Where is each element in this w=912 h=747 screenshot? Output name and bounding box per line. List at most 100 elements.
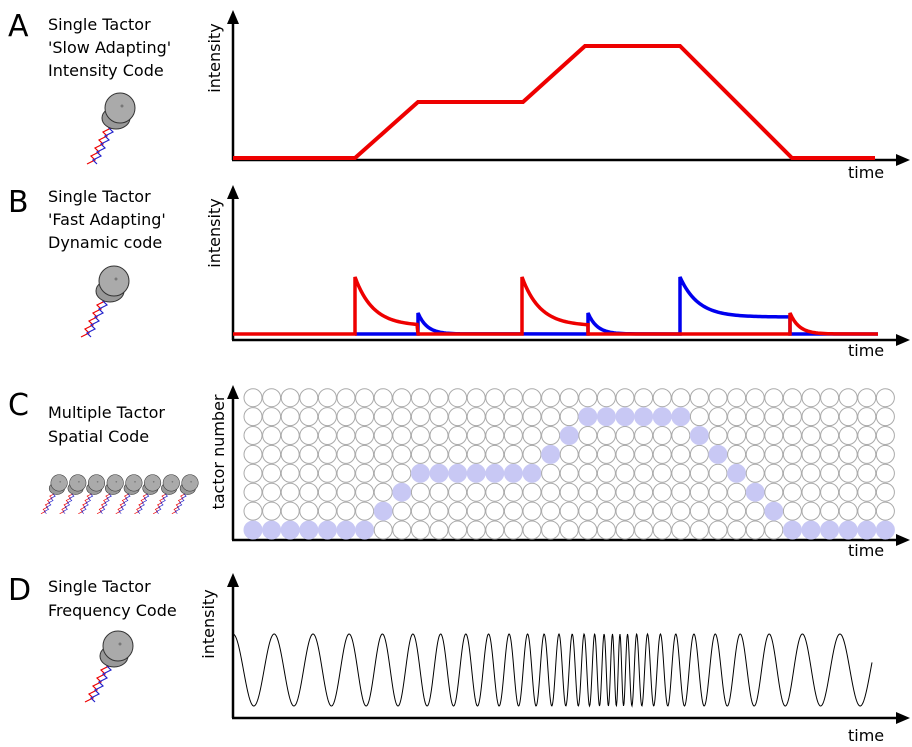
tactor-cell bbox=[485, 426, 505, 445]
tactor-cell bbox=[466, 388, 486, 408]
tactor-body bbox=[87, 474, 106, 492]
wire-red bbox=[80, 296, 106, 338]
tactor-cell bbox=[280, 463, 300, 483]
tactor-cell bbox=[299, 426, 319, 445]
wire-red bbox=[40, 491, 55, 514]
tactor-cell bbox=[652, 426, 672, 445]
tactor-cell bbox=[299, 388, 319, 408]
tactor-cell bbox=[262, 463, 282, 483]
tactor-cell bbox=[262, 407, 282, 427]
tactor-cell bbox=[764, 463, 784, 483]
tactor-cell bbox=[336, 482, 356, 502]
tactor-cell bbox=[541, 426, 561, 445]
tactor-cell bbox=[299, 407, 319, 427]
wire-blue bbox=[137, 491, 150, 514]
active-tactor bbox=[727, 463, 747, 483]
tactor-cell bbox=[355, 426, 375, 445]
tactor-icon bbox=[134, 474, 162, 514]
tactor-cell bbox=[782, 501, 802, 521]
tactor-cell bbox=[243, 501, 263, 521]
tactor-cell bbox=[782, 444, 802, 464]
tactor-cell bbox=[727, 501, 747, 521]
tactor-cell bbox=[634, 444, 654, 464]
tactor-cell bbox=[559, 444, 579, 464]
tactor-cell bbox=[262, 501, 282, 521]
active-tactor bbox=[745, 482, 765, 502]
tactor-cell bbox=[727, 520, 747, 540]
tactor-cell bbox=[559, 463, 579, 483]
tactor-cell bbox=[634, 520, 654, 540]
tactor-cell bbox=[857, 482, 877, 502]
tactor-cell bbox=[857, 388, 877, 408]
tactor-icon bbox=[86, 92, 136, 165]
tactor-cell bbox=[634, 426, 654, 445]
tactor-cell bbox=[541, 501, 561, 521]
tactor-cell bbox=[429, 444, 449, 464]
active-tactor bbox=[689, 426, 709, 445]
tactor-dot bbox=[114, 277, 118, 281]
tactor-cell bbox=[838, 388, 858, 408]
tactor-body bbox=[106, 474, 124, 492]
tactor-cell bbox=[875, 407, 895, 427]
tactor-cell bbox=[671, 520, 691, 540]
tactor-body bbox=[162, 474, 180, 492]
tactor-cell bbox=[522, 520, 542, 540]
active-tactor bbox=[652, 407, 672, 427]
tactor-cell bbox=[745, 463, 765, 483]
active-tactor bbox=[578, 407, 598, 427]
tactor-cell bbox=[336, 444, 356, 464]
panel-title: 'Slow Adapting' bbox=[48, 38, 171, 57]
tactor-cell bbox=[448, 444, 468, 464]
tactor-cell bbox=[429, 482, 449, 502]
y-arrow bbox=[227, 10, 239, 24]
wire-blue bbox=[81, 491, 94, 514]
tactor-cell bbox=[596, 444, 616, 464]
tactor-cell bbox=[782, 463, 802, 483]
tactor-icon bbox=[59, 474, 87, 514]
tactor-cell bbox=[503, 426, 523, 445]
wire-blue bbox=[89, 661, 113, 703]
tactor-cell bbox=[671, 388, 691, 408]
tactor-cell bbox=[764, 482, 784, 502]
active-tactor bbox=[820, 520, 840, 540]
active-tactor bbox=[522, 463, 542, 483]
tactor-cell bbox=[615, 463, 635, 483]
active-tactor bbox=[299, 520, 319, 540]
wire-blue bbox=[85, 296, 109, 338]
tactor-cell bbox=[652, 520, 672, 540]
y-arrow bbox=[227, 385, 239, 399]
tactor-dot bbox=[118, 642, 122, 646]
tactor-cell bbox=[392, 444, 412, 464]
tactor-cell bbox=[410, 501, 430, 521]
tactor-cell bbox=[801, 463, 821, 483]
tactor-cell bbox=[801, 388, 821, 408]
tactor-cell bbox=[262, 426, 282, 445]
tactor-cell bbox=[317, 388, 337, 408]
tactor-cell bbox=[838, 463, 858, 483]
tactor-cell bbox=[355, 444, 375, 464]
active-tactor bbox=[485, 463, 505, 483]
tactor-cell bbox=[838, 444, 858, 464]
tactor-body bbox=[181, 474, 199, 492]
panel-title: Multiple Tactor bbox=[48, 403, 165, 422]
tactor-cell bbox=[373, 407, 393, 427]
tactor-cell bbox=[745, 444, 765, 464]
tactor-cell bbox=[578, 463, 598, 483]
active-tactor bbox=[838, 520, 858, 540]
tactor-icon bbox=[84, 630, 134, 703]
active-tactor bbox=[671, 407, 691, 427]
y-arrow bbox=[227, 573, 239, 587]
tactor-cell bbox=[838, 482, 858, 502]
tactor-cell bbox=[541, 482, 561, 502]
x-axis-label: time bbox=[848, 341, 884, 360]
tactor-cell bbox=[801, 407, 821, 427]
x-arrow bbox=[896, 712, 910, 724]
tactor-cell bbox=[429, 520, 449, 540]
x-arrow bbox=[896, 534, 910, 546]
tactor-cell bbox=[243, 407, 263, 427]
tactor-cell bbox=[448, 388, 468, 408]
tactor-cell bbox=[373, 426, 393, 445]
tactor-cell bbox=[559, 482, 579, 502]
tactor-dot bbox=[115, 480, 118, 483]
active-tactor bbox=[782, 520, 802, 540]
